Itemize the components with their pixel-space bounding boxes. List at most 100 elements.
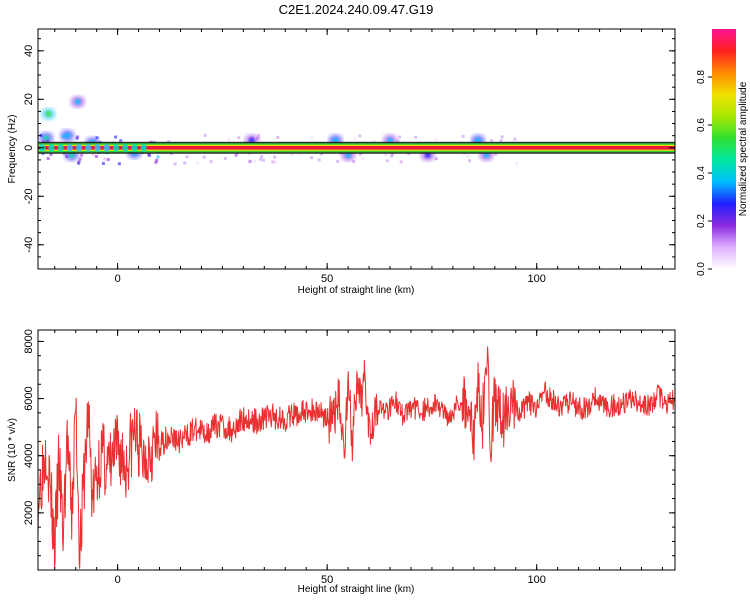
spectrogram-speckle xyxy=(461,134,465,138)
spectrogram-speckle xyxy=(352,160,356,164)
spectrogram-speckle xyxy=(237,136,241,140)
x-tick-label: 50 xyxy=(321,273,333,285)
snr-y-axis-label: SNR (10 * v/v) xyxy=(7,418,18,482)
snr-plot-area xyxy=(38,330,675,570)
colorbar-label: Normalized spectral amplitude xyxy=(738,81,749,216)
spectrogram-speckle xyxy=(253,159,257,163)
spectrogram-speckle xyxy=(91,152,95,156)
colorbar-tick-label: 0.8 xyxy=(696,70,707,84)
spectrogram-track-mottle xyxy=(94,143,101,152)
spectrogram-speckle xyxy=(103,157,107,161)
spectrogram-speckle xyxy=(398,135,402,139)
spectrogram-track-mottle xyxy=(112,143,119,152)
spectrogram-speckle xyxy=(248,159,252,163)
spectrogram-track-mottle xyxy=(48,143,55,152)
spectrogram-speckle xyxy=(500,135,504,139)
spectrogram-speckle xyxy=(299,152,303,156)
x-tick-label: 0 xyxy=(115,273,121,285)
spectrogram-speckle xyxy=(114,135,118,139)
spectrogram-speckle xyxy=(276,135,280,139)
spectrogram-speckle xyxy=(227,137,231,141)
y-tick-label: -40 xyxy=(23,237,35,253)
spectrogram-speckle xyxy=(290,153,294,157)
spectrogram-noise-core xyxy=(45,110,52,117)
spectrogram-speckle xyxy=(49,152,53,156)
y-tick-label: 0 xyxy=(23,145,35,151)
spectrogram-speckle xyxy=(434,157,438,161)
spectrogram-speckle xyxy=(372,140,376,144)
spectrogram-speckle xyxy=(320,152,324,156)
spectrogram-speckle xyxy=(155,158,159,162)
spectrogram-noise-core xyxy=(74,98,81,105)
spectrogram-noise-core xyxy=(64,132,71,139)
snr-series-line xyxy=(38,346,675,569)
spectrogram-track-mottle xyxy=(76,143,83,152)
colorbar: 0.0 0.2 0.4 0.6 0.8 Normalized spectral ampl… xyxy=(696,29,749,276)
x-tick-label: 100 xyxy=(528,574,546,586)
spectrogram-x-axis-label: Height of straight line (km) xyxy=(298,285,415,296)
spectrogram-speckle xyxy=(101,161,105,165)
spectrogram-speckle xyxy=(61,135,65,139)
spectrogram-speckle xyxy=(310,135,314,139)
y-tick-label: 4000 xyxy=(23,443,35,467)
spectrogram-speckle xyxy=(202,155,206,159)
spectrogram-axes-frame xyxy=(37,28,676,270)
spectrogram-speckle xyxy=(255,136,259,140)
spectrogram-speckle xyxy=(46,157,50,161)
spectrogram-speckle xyxy=(77,160,81,164)
colorbar-tick-label: 0.2 xyxy=(696,214,707,228)
colorbar-tick-label: 0.0 xyxy=(696,262,707,276)
spectrogram-speckle xyxy=(195,161,199,165)
y-tick-label: 6000 xyxy=(23,386,35,410)
spectrogram-speckle xyxy=(468,159,472,163)
spectrogram-speckle xyxy=(353,137,357,141)
spectrogram-speckle xyxy=(396,139,400,143)
y-tick-label: -20 xyxy=(23,188,35,204)
spectrogram-speckle xyxy=(156,155,160,159)
figure-title: C2E1.2024.240.09.47.G19 xyxy=(279,2,434,17)
spectrogram-speckle xyxy=(76,135,80,139)
spectrogram-speckle xyxy=(513,137,517,141)
spectrogram-track-layer xyxy=(38,141,675,154)
spectrogram-track-mottle xyxy=(66,143,73,152)
spectrogram-speckle xyxy=(414,135,418,139)
spectrogram-speckle xyxy=(79,156,83,160)
spectrogram-panel: 0 50 100 -40 -20 0 20 40 Height of straight lin… xyxy=(7,28,676,296)
spectrogram-speckle xyxy=(203,133,207,137)
spectrogram-speckle xyxy=(106,158,110,162)
y-tick-label: 2000 xyxy=(23,501,35,525)
spectrogram-speckle xyxy=(183,161,187,165)
y-tick-label: 40 xyxy=(23,45,35,57)
spectrogram-speckle xyxy=(274,160,278,164)
spectrogram-speckle xyxy=(95,136,99,140)
spectrogram-track-mottle xyxy=(103,143,110,152)
spectrogram-speckle xyxy=(209,160,213,164)
spectrogram-speckle xyxy=(262,158,266,162)
spectrogram-speckle xyxy=(260,155,264,159)
colorbar-tick-label: 0.6 xyxy=(696,118,707,132)
spectrogram-track-mottle xyxy=(122,143,129,152)
spectrogram-speckle xyxy=(317,158,321,162)
colorbar-ticks: 0.0 0.2 0.4 0.6 0.8 xyxy=(696,70,712,276)
spectrogram-speckle xyxy=(234,154,238,158)
spectrogram-speckle xyxy=(65,154,69,158)
spectrogram-speckle xyxy=(223,156,227,160)
spectrogram-speckle xyxy=(259,157,263,161)
x-tick-label: 100 xyxy=(528,273,546,285)
spectrogram-speckle xyxy=(385,159,389,163)
x-tick-label: 50 xyxy=(321,574,333,586)
spectrogram-track-mottle xyxy=(57,143,64,152)
spectrogram-speckle xyxy=(167,140,171,144)
spectrogram-speckle xyxy=(147,153,151,157)
spectrogram-track-mottle xyxy=(85,143,92,152)
spectrogram-speckle xyxy=(499,139,503,143)
spectrogram-speckle xyxy=(273,155,277,159)
spectrogram-speckle xyxy=(358,134,362,138)
snr-axes-frame xyxy=(37,329,676,571)
spectrogram-speckle xyxy=(117,162,121,166)
spectrogram-speckle xyxy=(250,136,254,140)
y-tick-label: 8000 xyxy=(23,329,35,353)
spectrogram-speckle xyxy=(384,153,388,157)
snr-x-axis-label: Height of straight line (km) xyxy=(298,584,415,595)
